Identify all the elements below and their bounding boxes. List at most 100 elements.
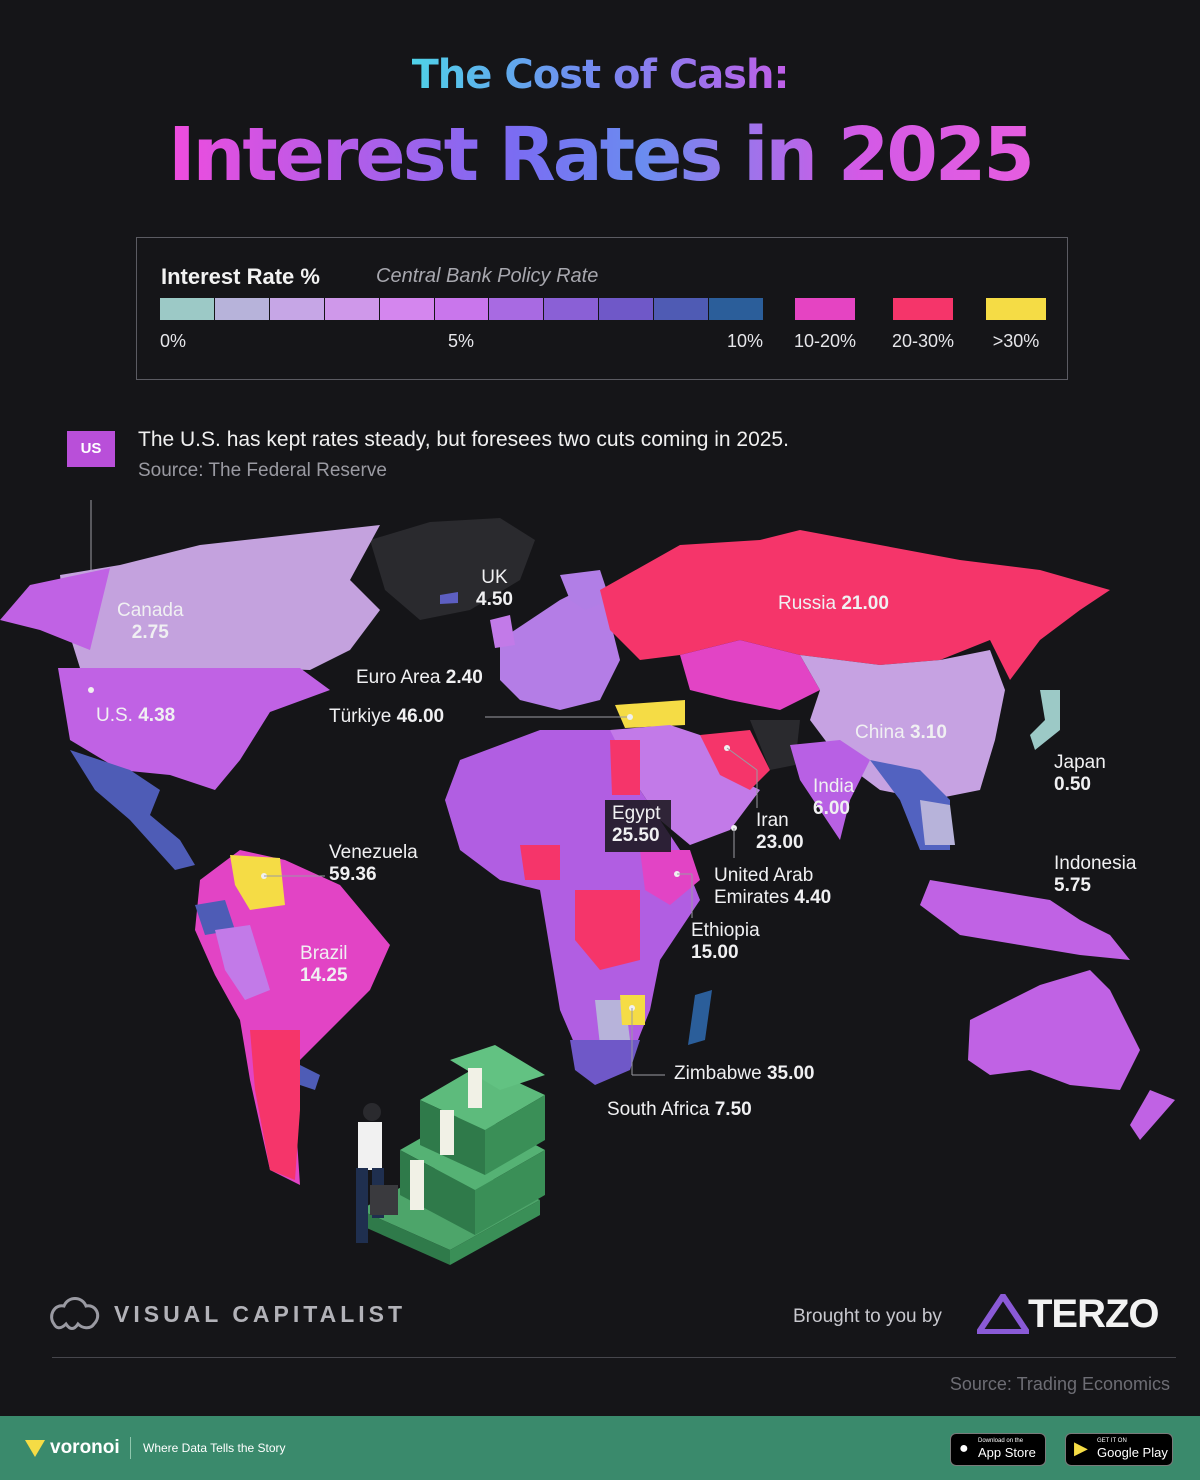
app-store-button[interactable]: ● Download on the App Store — [950, 1433, 1046, 1466]
legend-swatch-over-30 — [986, 298, 1046, 320]
europe-shape — [500, 580, 620, 710]
play-icon: ▶ — [1074, 1438, 1088, 1458]
central-asia-shape — [680, 640, 820, 710]
brought-to-you-by: Brought to you by — [793, 1306, 942, 1327]
label-brazil: Brazil 14.25 — [300, 943, 348, 986]
colombia-shape — [195, 900, 235, 935]
australia-shape — [968, 970, 1140, 1090]
legend-scale-step-3 — [324, 298, 380, 320]
legend-swatch-20-30 — [893, 298, 953, 320]
world-map — [0, 500, 1175, 1265]
label-china: China 3.10 — [855, 722, 947, 743]
voronoi-brand[interactable]: voronoi — [50, 1437, 120, 1458]
iran-leader-line — [726, 747, 758, 771]
label-uae: United Arab Emirates 4.40 — [714, 865, 832, 908]
iceland-shape — [440, 592, 458, 604]
legend: Interest Rate % Central Bank Policy Rate… — [136, 237, 1068, 380]
madagascar-shape — [688, 990, 712, 1045]
legend-color-scale — [160, 298, 764, 320]
data-source: Source: Trading Economics — [949, 1374, 1170, 1394]
label-indonesia: Indonesia 5.75 — [1054, 853, 1137, 896]
visual-capitalist-logo-icon — [50, 1297, 100, 1330]
south-africa-shape — [570, 1040, 640, 1085]
legend-tick-10: 10% — [727, 331, 764, 351]
label-russia: Russia 21.00 — [778, 593, 889, 614]
venezuela-shape — [230, 855, 285, 910]
label-south-africa: South Africa 7.50 — [607, 1099, 752, 1120]
sponsor-name: TERZO — [1028, 1292, 1160, 1336]
label-venezuela: Venezuela 59.36 — [329, 842, 418, 885]
turkiye-shape — [615, 700, 685, 728]
legend-label-10-20: 10-20% — [793, 331, 857, 351]
legend-scale-step-9 — [654, 298, 710, 320]
drc-shape — [575, 890, 640, 970]
indonesia-shape — [920, 880, 1130, 960]
egypt-shape — [610, 740, 640, 795]
afghanistan-shape — [750, 720, 800, 770]
canada-shape — [60, 525, 380, 670]
iran-shape — [700, 730, 770, 790]
legend-scale-step-8 — [599, 298, 655, 320]
label-uk: UK 4.50 — [476, 567, 513, 610]
legend-tick-5: 5% — [448, 331, 475, 351]
japan-shape — [1030, 690, 1060, 750]
businessman-illustration — [356, 1103, 398, 1243]
legend-title: Interest Rate % — [161, 264, 320, 289]
mexico-shape — [70, 750, 195, 870]
uruguay-shape — [300, 1065, 320, 1090]
turkiye-marker — [627, 714, 633, 720]
legend-scale-step-7 — [544, 298, 600, 320]
footer-divider — [52, 1357, 1176, 1358]
legend-label-over-30: >30% — [992, 331, 1040, 351]
legend-scale-step-6 — [489, 298, 545, 320]
arabia-shape — [610, 725, 760, 845]
voronoi-tagline: Where Data Tells the Story — [143, 1441, 286, 1455]
thailand-shape — [920, 800, 955, 845]
argentina-shape — [250, 1030, 300, 1180]
label-iran: Iran 23.00 — [756, 810, 804, 853]
india-shape — [790, 740, 870, 840]
scandinavia-shape — [560, 570, 610, 610]
label-zimbabwe: Zimbabwe 35.00 — [674, 1063, 815, 1084]
peru-shape — [215, 925, 270, 1000]
us-shape — [58, 668, 330, 790]
google-play-button[interactable]: ▶ GET IT ON Google Play — [1065, 1433, 1173, 1466]
greenland-shape — [370, 518, 535, 620]
legend-subtitle: Central Bank Policy Rate — [376, 265, 599, 287]
uk-shape — [490, 615, 515, 648]
label-euro-area: Euro Area 2.40 — [356, 667, 483, 688]
label-ethiopia: Ethiopia 15.00 — [691, 920, 760, 963]
apple-icon: ● — [959, 1440, 969, 1457]
alaska-shape — [0, 568, 110, 650]
ethiopia-shape — [640, 850, 700, 905]
legend-scale-step-2 — [269, 298, 325, 320]
money-stacks-illustration — [360, 1045, 545, 1265]
legend-tick-0: 0% — [160, 331, 187, 351]
legend-swatch-10-20 — [795, 298, 855, 320]
legend-scale-step-0 — [160, 298, 215, 320]
legend-scale-step-4 — [379, 298, 435, 320]
label-japan: Japan 0.50 — [1054, 752, 1106, 795]
label-turkiye: Türkiye 46.00 — [329, 706, 445, 727]
us-callout-tag: US — [67, 431, 115, 467]
egypt-label-box — [605, 800, 671, 852]
legend-scale-step-1 — [214, 298, 270, 320]
us-callout-text: The U.S. has kept rates steady, but fore… — [138, 428, 789, 451]
publisher-name: VISUAL CAPITALIST — [114, 1301, 407, 1327]
legend-scale-step-5 — [434, 298, 490, 320]
title-line-1: The Cost of Cash: — [411, 52, 790, 98]
voronoi-logo-icon — [25, 1440, 45, 1457]
terzo-logo-icon — [977, 1294, 1029, 1334]
bar-divider — [130, 1437, 131, 1459]
legend-scale-step-10 — [709, 298, 764, 320]
label-india: India 6.00 — [813, 776, 855, 819]
label-egypt: Egypt 25.50 — [612, 803, 661, 846]
us-callout-source: Source: The Federal Reserve — [138, 460, 387, 481]
label-canada: Canada 2.75 — [117, 600, 184, 643]
new-zealand-shape — [1130, 1090, 1175, 1140]
title-line-2: Interest Rates in 2025 — [168, 112, 1035, 198]
us-marker — [88, 687, 94, 693]
legend-label-20-30: 20-30% — [891, 331, 955, 351]
russia-shape — [600, 530, 1110, 680]
nigeria-shape — [520, 845, 560, 880]
